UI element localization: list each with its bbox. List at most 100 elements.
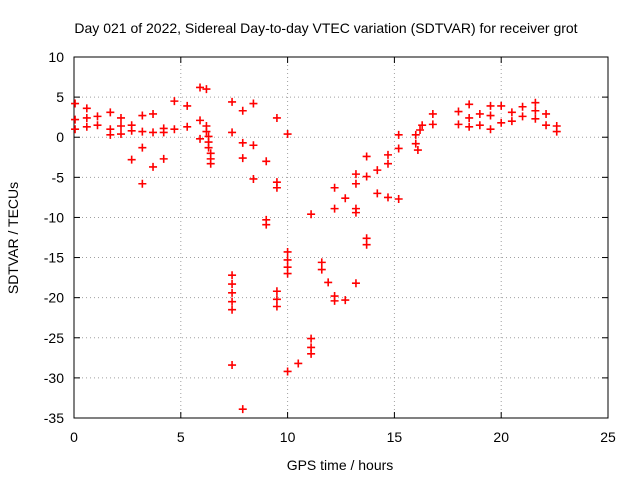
data-point — [454, 107, 463, 116]
data-points — [71, 83, 561, 414]
data-point — [307, 210, 316, 219]
data-point — [394, 130, 403, 139]
data-point — [116, 121, 125, 130]
data-point — [82, 113, 91, 122]
data-point — [465, 100, 474, 109]
data-point — [283, 367, 292, 376]
data-point — [351, 279, 360, 288]
data-point — [93, 121, 102, 130]
data-point — [159, 154, 168, 163]
data-point — [394, 144, 403, 153]
data-point — [497, 101, 506, 110]
data-point — [238, 154, 247, 163]
data-point — [238, 405, 247, 414]
data-point — [428, 120, 437, 129]
data-point — [317, 265, 326, 274]
data-point — [71, 115, 80, 124]
data-point — [272, 302, 281, 311]
data-point — [106, 108, 115, 117]
data-point — [138, 179, 147, 188]
y-tick-label: -15 — [44, 250, 64, 266]
data-point — [373, 189, 382, 198]
data-point — [497, 118, 506, 127]
chart-title: Day 021 of 2022, Sidereal Day-to-day VTE… — [74, 20, 577, 36]
data-point — [228, 288, 237, 297]
data-point — [196, 116, 205, 125]
y-tick-label: -10 — [44, 209, 64, 225]
data-point — [324, 278, 333, 287]
data-point — [413, 146, 422, 155]
data-point — [149, 162, 158, 171]
data-point — [272, 113, 281, 122]
data-point — [531, 114, 540, 123]
x-tick-label: 15 — [387, 429, 403, 445]
y-tick-label: -20 — [44, 290, 64, 306]
data-point — [373, 166, 382, 175]
data-point — [383, 193, 392, 202]
data-point — [238, 106, 247, 115]
data-point — [341, 194, 350, 203]
data-point — [93, 112, 102, 121]
y-tick-label: 10 — [48, 49, 64, 65]
data-point — [228, 297, 237, 306]
x-axis-label: GPS time / hours — [287, 457, 394, 473]
y-tick-label: 0 — [56, 129, 64, 145]
data-point — [317, 258, 326, 267]
data-point — [202, 127, 211, 136]
data-point — [228, 271, 237, 280]
data-point — [116, 130, 125, 139]
data-point — [272, 183, 281, 192]
data-point — [183, 122, 192, 131]
data-point — [383, 159, 392, 168]
data-point — [249, 174, 258, 183]
data-point — [204, 143, 213, 152]
data-point — [249, 99, 258, 108]
data-point — [351, 170, 360, 179]
data-point — [183, 101, 192, 110]
data-point — [138, 143, 147, 152]
data-point — [71, 99, 80, 108]
data-point — [116, 113, 125, 122]
data-point — [71, 125, 80, 134]
data-point — [351, 179, 360, 188]
data-point — [170, 97, 179, 106]
data-point — [418, 121, 427, 130]
data-point — [394, 194, 403, 203]
x-tick-label: 5 — [177, 429, 185, 445]
data-point — [159, 128, 168, 137]
x-tick-label: 10 — [280, 429, 296, 445]
data-point — [170, 125, 179, 134]
data-point — [475, 109, 484, 118]
data-point — [542, 121, 551, 130]
data-point — [283, 269, 292, 278]
y-axis-label: SDTVAR / TECUs — [5, 182, 21, 294]
data-point — [486, 111, 495, 120]
data-point — [362, 172, 371, 181]
x-tick-label: 25 — [600, 429, 616, 445]
data-point — [486, 101, 495, 110]
grid-lines — [74, 57, 608, 418]
data-point — [206, 159, 215, 168]
data-point — [262, 157, 271, 166]
data-point — [383, 150, 392, 159]
data-point — [138, 127, 147, 136]
data-point — [196, 83, 205, 92]
data-point — [416, 126, 425, 135]
data-point — [411, 139, 420, 148]
data-point — [507, 108, 516, 117]
data-point — [202, 85, 211, 94]
data-point — [283, 255, 292, 264]
data-point — [294, 359, 303, 368]
data-point — [552, 127, 561, 136]
data-point — [262, 220, 271, 229]
data-point — [283, 130, 292, 139]
data-point — [428, 109, 437, 118]
data-point — [196, 134, 205, 143]
data-point — [507, 117, 516, 126]
y-tick-label: -25 — [44, 330, 64, 346]
data-point — [486, 125, 495, 134]
data-point — [228, 305, 237, 314]
data-point — [228, 97, 237, 106]
data-point — [82, 104, 91, 113]
